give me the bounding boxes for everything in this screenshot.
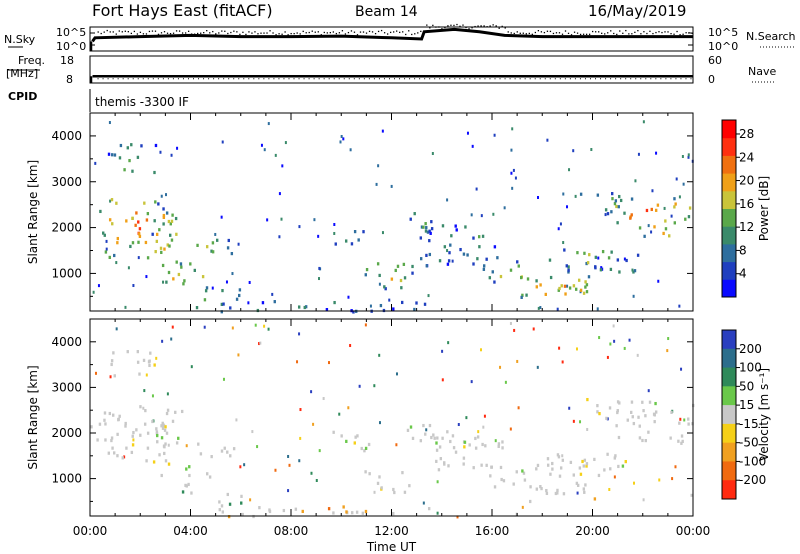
nsky-panel-frame xyxy=(89,26,694,52)
x-tick-label: 20:00 xyxy=(575,524,610,538)
velocity-panel-ytick-label: 4000 xyxy=(51,335,82,349)
velocity-panel-colorbar-segment xyxy=(722,405,736,425)
nave-tick-bottom: 0 xyxy=(708,73,715,86)
plot-title: Fort Hays East (fitACF) xyxy=(92,1,273,20)
x-tick-label: 08:00 xyxy=(274,524,309,538)
velocity-panel-colorbar-segment xyxy=(722,442,736,462)
power-panel-colorbar-segment xyxy=(722,279,736,298)
velocity-panel-colorbar-segment xyxy=(722,330,736,350)
x-axis-label: Time UT xyxy=(366,540,417,554)
x-tick-label: 12:00 xyxy=(374,524,409,538)
power-panel-ytick-label: 1000 xyxy=(51,266,82,280)
freq-label: Freq. xyxy=(18,54,45,67)
nsearch-dots xyxy=(97,23,693,36)
power-panel-colorbar-tick-label: 28 xyxy=(739,127,754,141)
power-panel-colorbar-tick-label: 20 xyxy=(739,174,754,188)
freq-tick-bottom: 8 xyxy=(66,73,73,86)
velocity-panel-colorbar-tick-label: -50 xyxy=(739,436,759,450)
nsearch-tick-bottom: 10^0 xyxy=(708,40,738,53)
velocity-panel-colorbar-tick-label: -15 xyxy=(739,417,759,431)
power-panel-colorbar-segment xyxy=(722,208,736,227)
power-panel-colorbar-tick-label: 24 xyxy=(739,150,754,164)
velocity-panel-colorbar-segment xyxy=(722,367,736,387)
velocity-panel-colorbar-tick-label: -100 xyxy=(739,454,766,468)
velocity-panel-colorbar-tick-label: 200 xyxy=(739,342,762,356)
velocity-panel-colorbar-segment xyxy=(722,461,736,481)
power-panel-colorbar-tick-label: 12 xyxy=(739,220,754,234)
velocity-panel-colorbar-frame xyxy=(721,329,737,500)
velocity-panel-frame xyxy=(89,318,694,517)
velocity-panel-ytick-label: 3000 xyxy=(51,380,82,394)
nave-tick-top: 60 xyxy=(708,54,722,67)
power-panel-colorbar-segment xyxy=(722,226,736,245)
velocity-panel-colorbar-segment xyxy=(722,480,736,500)
freq-panel-frame xyxy=(89,55,694,84)
x-tick-label: 16:00 xyxy=(475,524,510,538)
nave-label: Nave xyxy=(748,65,776,78)
power-panel-colorbar-segment xyxy=(722,261,736,280)
freq-tick-top: 18 xyxy=(60,54,74,67)
power-panel-colorbar-segment xyxy=(722,137,736,156)
power-panel-ytick-label: 4000 xyxy=(51,129,82,143)
velocity-panel-colorbar-tick-label: -200 xyxy=(739,473,766,487)
power-panel-colorbar-tick-label: 16 xyxy=(739,197,754,211)
nsky-tick-top: 10^5 xyxy=(56,26,86,39)
x-tick-label: 00:00 xyxy=(676,524,711,538)
power-panel-colorbar-segment xyxy=(722,120,736,139)
velocity-panel-colorbar-tick-label: 15 xyxy=(739,398,754,412)
power-panel-colorbar-tick-label: 4 xyxy=(739,267,747,281)
power-panel-colorbar-segment xyxy=(722,243,736,263)
velocity-panel-colorbar-segment xyxy=(722,423,736,444)
power-panel-ytick-label: 3000 xyxy=(51,175,82,189)
power-panel-colorbar-segment xyxy=(722,155,736,174)
power-panel-colorbar-tick-label: 8 xyxy=(739,243,747,257)
power-panel-colorbar-label: Power [dB] xyxy=(757,176,771,241)
velocity-panel-colorbar-tick-label: 100 xyxy=(739,361,762,375)
x-tick-label: 00:00 xyxy=(73,524,108,538)
nsky-label: N.Sky xyxy=(4,33,36,46)
freq-unit-label: [MHz] xyxy=(6,67,38,80)
power-panel-ytick-label: 2000 xyxy=(51,221,82,235)
velocity-panel-colorbar-tick-label: 50 xyxy=(739,379,754,393)
power-panel-colorbar-segment xyxy=(722,173,736,192)
cpid-text: themis -3300 IF xyxy=(95,95,189,109)
nsky-tick-bottom: 10^0 xyxy=(56,40,86,53)
velocity-panel-ylabel: Slant Range [km] xyxy=(26,365,40,469)
date-label: 16/May/2019 xyxy=(588,2,686,20)
beam-label: Beam 14 xyxy=(355,4,418,20)
velocity-panel-colorbar-segment xyxy=(722,348,736,369)
cpid-label: CPID xyxy=(8,90,37,103)
power-panel-colorbar-frame xyxy=(721,119,737,298)
power-panel-colorbar-segment xyxy=(722,190,736,209)
velocity-panel-echoes xyxy=(90,321,695,519)
power-panel-colorbar xyxy=(722,120,736,298)
nave-dots xyxy=(97,78,692,80)
power-panel-echoes xyxy=(92,120,694,314)
velocity-panel-ytick-label: 1000 xyxy=(51,472,82,486)
velocity-panel-colorbar-label: Velocity [m s⁻¹] xyxy=(757,368,771,461)
velocity-panel-colorbar-segment xyxy=(722,386,736,406)
power-panel-ylabel: Slant Range [km] xyxy=(26,160,40,264)
velocity-panel-ytick-label: 2000 xyxy=(51,426,82,440)
power-panel-frame xyxy=(89,112,694,312)
nsearch-tick-top: 10^5 xyxy=(708,26,738,39)
velocity-panel-colorbar xyxy=(722,330,736,500)
x-tick-label: 04:00 xyxy=(173,524,208,538)
nsearch-label: N.Search xyxy=(746,30,796,43)
nsky-trace xyxy=(91,27,693,43)
